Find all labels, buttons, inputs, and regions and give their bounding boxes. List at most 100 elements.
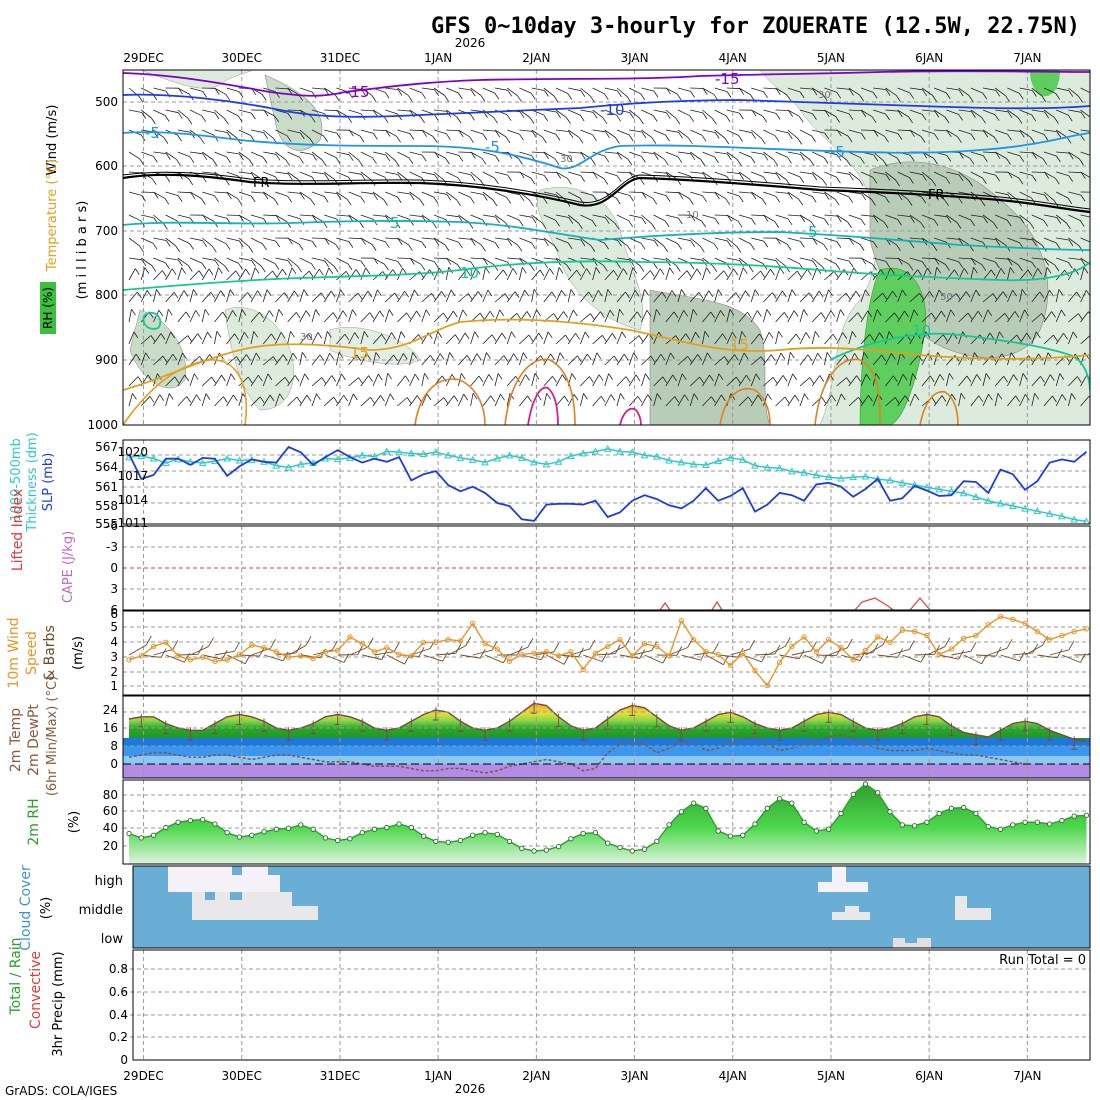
upper-wind-barb — [238, 171, 257, 180]
upper-wind-barb — [458, 393, 469, 407]
wind-barb — [178, 645, 204, 656]
rh-marker — [359, 830, 365, 836]
y-tick-label: 60 — [103, 804, 118, 818]
upper-wind-barb — [921, 257, 940, 265]
upper-wind-barb — [470, 375, 484, 387]
upper-wind-barb — [348, 393, 358, 407]
upper-wind-barb — [873, 109, 890, 121]
temp-band-blue-3 — [123, 756, 1090, 764]
upper-wind-barb — [860, 334, 875, 345]
upper-wind-barb — [421, 257, 439, 268]
label-minus-5-b: -5 — [485, 138, 500, 156]
upper-wind-barb — [263, 151, 281, 161]
upper-wind-barb — [677, 129, 693, 145]
upper-wind-barb — [763, 377, 778, 387]
upper-wind-barb — [128, 393, 137, 407]
upper-wind-barb — [787, 373, 798, 387]
cape-ylabel-cape: CAPE (J/kg) — [61, 531, 76, 603]
upper-wind-barb — [263, 109, 280, 123]
upper-wind-barb — [628, 311, 642, 323]
wind10m-barbs — [128, 635, 1090, 666]
wind-speed-marker — [359, 641, 365, 647]
upper-wind-barb — [165, 214, 182, 228]
upper-wind-barb — [970, 289, 981, 303]
upper-wind-barb — [1068, 129, 1085, 141]
thickness-marker — [297, 460, 305, 468]
rh-marker — [973, 810, 979, 817]
upper-wind-barb — [360, 397, 375, 407]
upper-wind-barb — [445, 310, 458, 323]
upper-wind-barb — [470, 191, 488, 201]
rh-markers — [126, 781, 1090, 854]
upper-wind-barb — [494, 237, 513, 246]
upper-wind-barb — [885, 87, 901, 102]
freezing-level-2 — [123, 171, 1090, 210]
upper-wind-barb — [189, 310, 201, 323]
rh-shade-region — [859, 267, 927, 425]
upper-wind-barb — [982, 214, 998, 229]
upper-wind-barb — [616, 214, 634, 227]
temp-band-blue-1 — [123, 738, 1090, 746]
upper-wind-barb — [836, 257, 854, 268]
wind-speed-marker — [482, 641, 488, 647]
wind-barb — [828, 638, 853, 656]
upper-wind-barb — [275, 129, 292, 142]
upper-wind-barb — [287, 312, 301, 323]
thickness-marker — [714, 457, 723, 465]
upper-wind-barb — [677, 87, 695, 98]
temp2m-frame — [122, 695, 1091, 779]
upper-wind-barb — [677, 394, 689, 407]
upper-wind-barb — [1031, 331, 1041, 345]
upper-wind-barb — [1056, 237, 1074, 247]
upper-wind-barb — [726, 354, 739, 366]
temp-whisker — [408, 718, 415, 732]
upper-wind-barb — [580, 313, 595, 323]
wind-speed-marker — [641, 641, 648, 647]
upper-wind-barb — [311, 354, 325, 366]
wind-speed-marker — [838, 645, 844, 651]
label-plus-10-b: 10 — [912, 322, 931, 340]
upper-wind-barb — [946, 214, 962, 229]
upper-wind-barb — [458, 87, 476, 97]
upper-wind-barb — [592, 267, 601, 281]
slp-line — [128, 445, 1088, 522]
upper-wind-barb — [714, 270, 729, 281]
upper-wind-barb — [909, 129, 926, 143]
upper-wind-barb — [543, 291, 557, 303]
y-tick-label: 6 — [110, 603, 118, 617]
upper-wind-barb — [677, 373, 687, 387]
upper-wind-barb — [202, 191, 219, 203]
upper-wind-barb — [494, 355, 509, 366]
bottom-day-label: 31DEC — [320, 1069, 360, 1083]
upper-wind-barb — [848, 171, 864, 187]
upper-wind-barb — [1007, 87, 1024, 100]
label-rh-30: 30 — [300, 332, 313, 343]
temp-whisker — [604, 716, 611, 730]
dewpoint-line — [128, 734, 1026, 774]
upper-wind-barb — [1043, 191, 1059, 207]
upper-wind-barb — [982, 269, 996, 281]
rh-marker — [887, 809, 893, 815]
upper-wind-barb — [1093, 270, 1100, 280]
upper-wind-barb — [299, 151, 317, 161]
rh-marker — [163, 824, 169, 831]
wind-speed-marker — [310, 655, 316, 662]
upper-wind-barb — [592, 109, 608, 125]
upper-wind-barb — [1019, 309, 1029, 323]
upper-wind-barb — [458, 214, 474, 229]
upper-wind-barb — [555, 334, 570, 345]
upper-wind-barb — [287, 290, 299, 303]
upper-wind-barb — [409, 395, 422, 407]
wind-barb — [803, 654, 828, 664]
wind-speed-marker — [690, 636, 697, 643]
upper-wind-barb — [763, 191, 781, 203]
wind10m-speed-line — [128, 615, 1087, 687]
upper-wind-barb — [726, 331, 737, 345]
upper-wind-barb — [519, 237, 536, 249]
upper-wind-barb — [1007, 374, 1018, 387]
upper-wind-barb — [445, 109, 462, 124]
upper-wind-barb — [1055, 309, 1066, 323]
upper-wind-barb — [848, 191, 867, 201]
